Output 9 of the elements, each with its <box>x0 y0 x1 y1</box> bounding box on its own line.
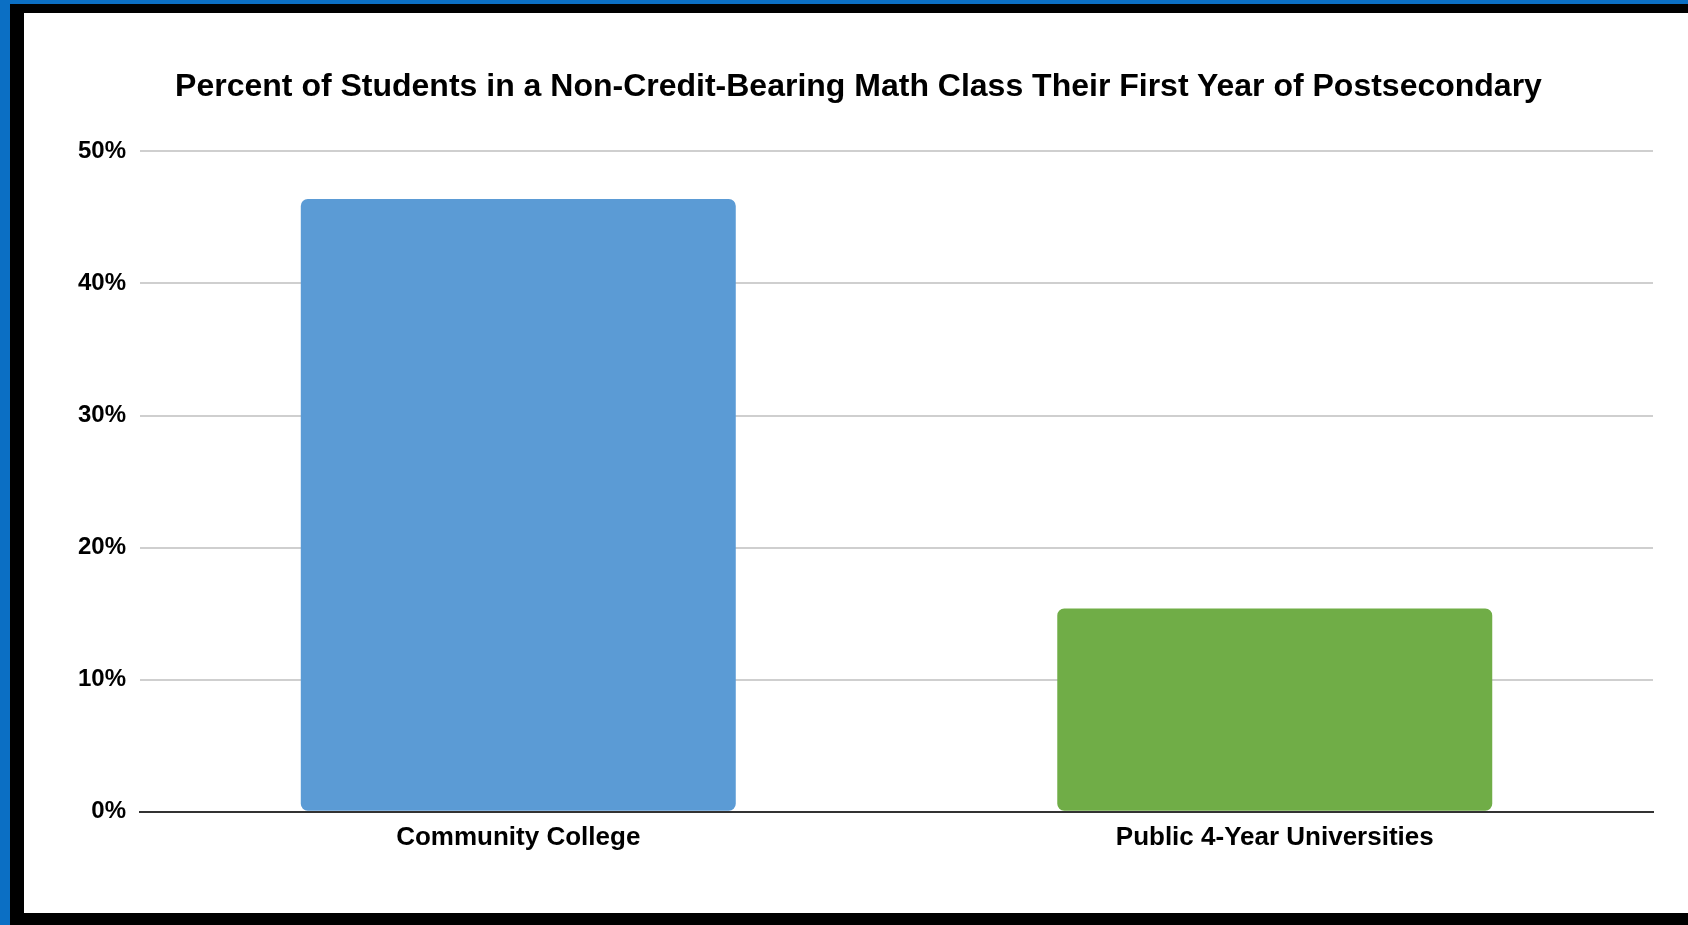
y-tick-label: 0% <box>91 796 127 824</box>
y-tick-label: 50% <box>77 136 127 164</box>
x-tick-label: Community College <box>396 820 641 851</box>
y-tick-label: 10% <box>77 664 127 692</box>
y-tick-label: 40% <box>77 268 127 296</box>
x-tick-label: Public 4-Year Universities <box>1115 820 1434 851</box>
y-tick-label: 20% <box>77 532 127 560</box>
chart-title: Percent of Students in a Non-Credit-Bearing Math Class Their First Year of Postsecondary <box>175 67 1543 104</box>
y-tick-label: 30% <box>77 400 127 428</box>
